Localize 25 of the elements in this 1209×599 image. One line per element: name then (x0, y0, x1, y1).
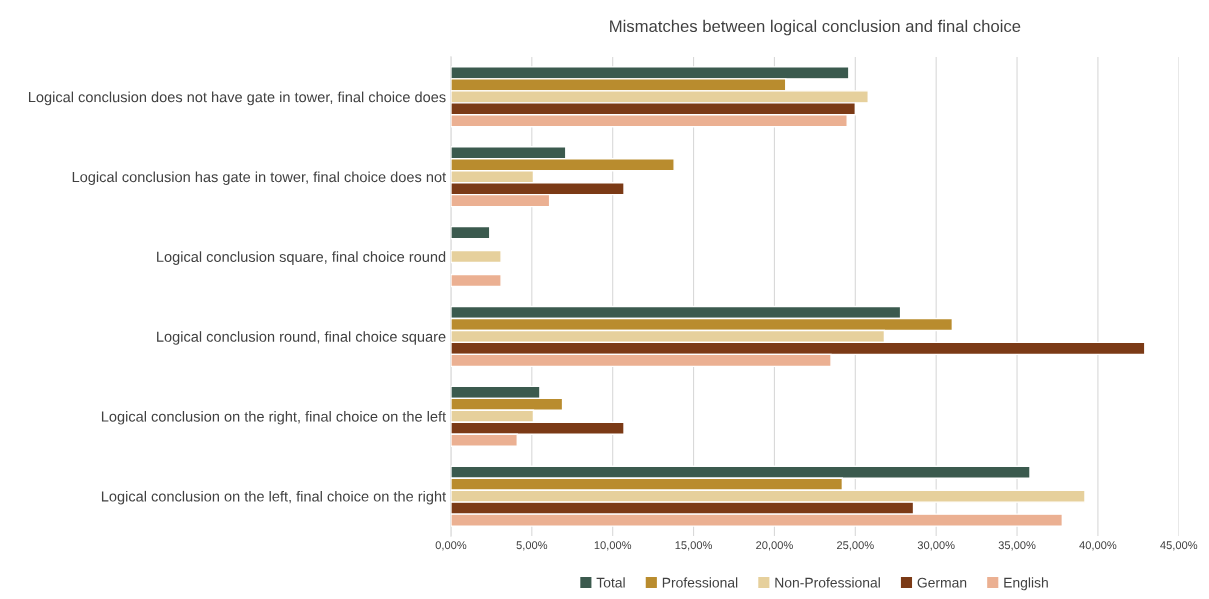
x-tick-label: 45,00% (1160, 541, 1198, 551)
bar (450, 225, 491, 240)
y-tick-label: Logical conclusion square, final choice round (157, 251, 446, 265)
legend-label: German (917, 577, 967, 588)
x-tick-label: 40,00% (1079, 541, 1117, 551)
y-tick-label: Logical conclusion has gate in tower, final choice does not (72, 171, 447, 186)
legend-label: Professional (662, 577, 738, 588)
legend-label: English (1004, 577, 1048, 591)
chart-title: Mismatches between logical conclusion and final choice (610, 19, 1021, 36)
x-tick-label: 35,00% (998, 541, 1036, 551)
x-tick-label: 10,00% (594, 541, 632, 551)
x-tick-label: 25,00% (837, 541, 874, 551)
y-tick-label: Logical conclusion on the left, final choice on the right (101, 490, 447, 505)
legend-label: Total (596, 577, 625, 588)
x-tick-label: 5,00% (516, 541, 548, 551)
x-tick-label: 30,00% (917, 541, 955, 551)
y-tick-label: Logical conclusion round, final choice square (157, 331, 446, 345)
x-tick-label: 20,00% (756, 541, 793, 551)
y-tick-label: Logical conclusion on the right, final choice on the left (101, 411, 447, 425)
bar (450, 249, 502, 264)
x-tick-label: 0,00% (435, 541, 467, 551)
x-tick-label: 15,00% (675, 541, 713, 551)
y-tick-label: Logical conclusion does not have gate in tower, final choice does (28, 91, 446, 106)
bar (450, 273, 502, 288)
legend-label: Non-Professional (775, 577, 880, 588)
